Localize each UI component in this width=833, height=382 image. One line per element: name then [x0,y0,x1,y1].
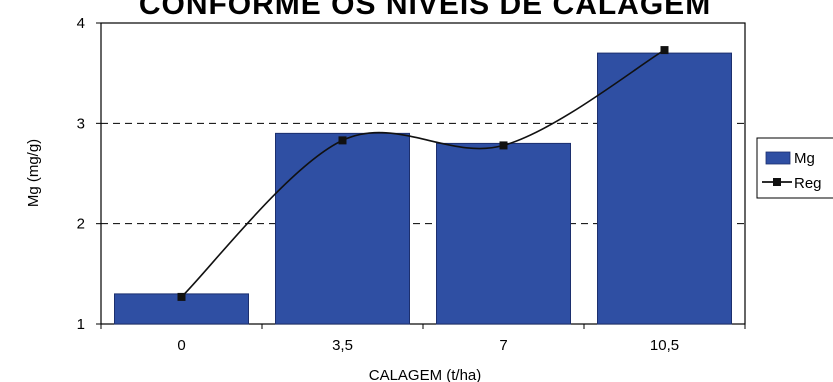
y-tick-label: 2 [77,216,85,233]
x-tick-label: 7 [499,337,507,354]
x-tick-label: 3,5 [332,337,353,354]
bar [275,132,410,325]
legend-label-reg: Reg [794,175,822,192]
legend-label-mg: Mg [794,150,815,167]
regression-marker [499,141,508,150]
regression-marker [338,136,347,145]
x-tick-label: 10,5 [650,337,679,354]
y-axis: 1 2 3 4 [77,15,101,333]
legend: Mg Reg [756,137,833,199]
y-axis-label: Mg (mg/g) [25,139,42,207]
bar [436,142,571,325]
x-axis: 0 3,5 7 10,5 [100,324,746,354]
regression-line [180,49,665,298]
legend-swatch-mg [765,151,791,165]
legend-box [756,137,833,199]
x-axis-label: CALAGEM (t/ha) [369,367,482,382]
regression-marker [177,292,186,301]
y-tick-label: 1 [77,316,85,333]
y-tick-label: 4 [77,15,85,32]
legend-marker-reg [773,178,781,186]
bar [597,52,732,325]
y-tick-label: 3 [77,115,85,132]
chart-title: CONFORME OS NÍVEIS DE CALAGEM [139,0,711,21]
x-tick-label: 0 [177,337,185,354]
bars [114,52,732,325]
regression-markers [177,46,669,301]
regression-marker [660,46,669,55]
